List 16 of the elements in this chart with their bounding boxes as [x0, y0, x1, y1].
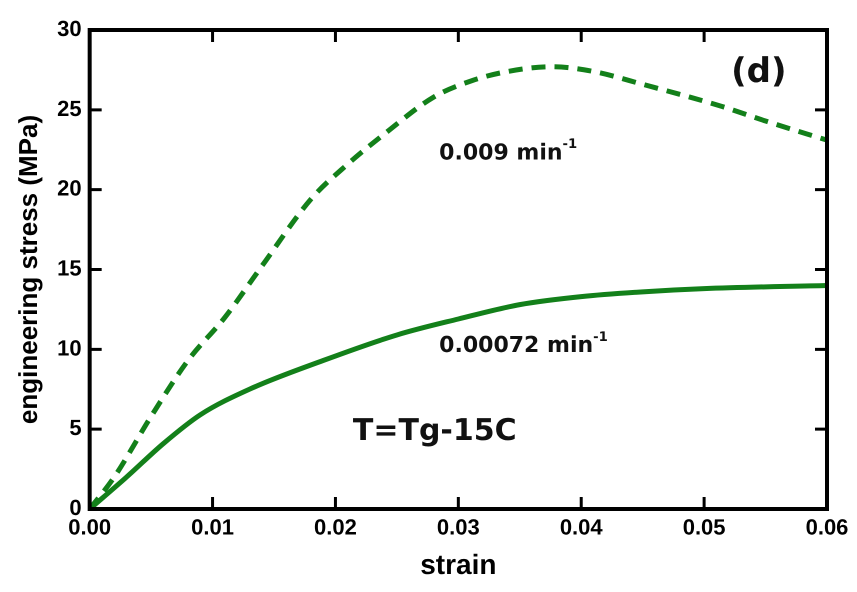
x-tick-label: 0.01: [191, 514, 234, 540]
y-tick-label: 15: [57, 256, 82, 281]
x-tick-label: 0.04: [560, 514, 604, 540]
y-tick-label: 5: [69, 415, 82, 440]
annotation: T=Tg-15C: [352, 413, 517, 448]
y-tick-label: 20: [57, 176, 82, 201]
x-tick-label: 0.02: [314, 514, 357, 540]
x-tick-label: 0.05: [682, 514, 726, 540]
y-tick-label: 25: [57, 96, 82, 121]
y-tick-label: 10: [57, 335, 82, 360]
annotation: (d): [731, 50, 787, 91]
y-tick-label: 30: [57, 16, 82, 42]
x-axis-title: strain: [420, 548, 496, 580]
x-tick-label: 0.06: [806, 514, 848, 540]
y-axis-title: engineering stress (MPa): [12, 114, 43, 424]
x-tick-label: 0.03: [436, 514, 480, 540]
